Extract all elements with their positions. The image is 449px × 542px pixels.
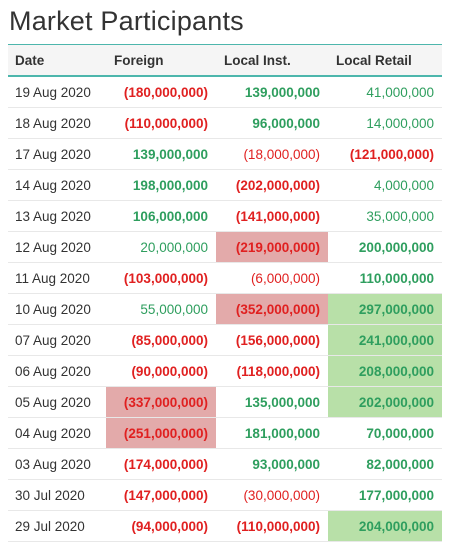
local-inst-cell: (110,000,000) [216, 510, 328, 542]
local-retail-cell: 297,000,000 [328, 293, 442, 325]
table-row: 17 Aug 2020 139,000,000 (18,000,000) (121,0… [8, 138, 442, 170]
column-header-local-inst[interactable]: Local Inst. [216, 44, 328, 77]
table-row: 07 Aug 2020 (85,000,000) (156,000,000) 241,… [8, 324, 442, 356]
local-inst-cell: (352,000,000) [216, 293, 328, 325]
local-retail-cell: 110,000,000 [328, 262, 442, 294]
foreign-cell: (103,000,000) [106, 262, 216, 294]
local-inst-cell: 139,000,000 [216, 76, 328, 108]
local-retail-cell: 202,000,000 [328, 386, 442, 418]
date-cell: 18 Aug 2020 [8, 107, 106, 139]
market-participants-table: Date Foreign Local Inst. Local Retail 19… [8, 44, 442, 542]
date-cell: 11 Aug 2020 [8, 262, 106, 294]
local-retail-cell: (121,000,000) [328, 138, 442, 170]
table-row: 10 Aug 2020 55,000,000 (352,000,000) 297,00… [8, 293, 442, 325]
table-row: 14 Aug 2020 198,000,000 (202,000,000) 4,000… [8, 169, 442, 201]
local-inst-cell: 181,000,000 [216, 417, 328, 449]
local-inst-cell: (18,000,000) [216, 138, 328, 170]
date-cell: 12 Aug 2020 [8, 231, 106, 263]
date-cell: 10 Aug 2020 [8, 293, 106, 325]
date-cell: 03 Aug 2020 [8, 448, 106, 480]
table-row: 11 Aug 2020 (103,000,000) (6,000,000) 110,0… [8, 262, 442, 294]
date-cell: 19 Aug 2020 [8, 76, 106, 108]
table-header-row: Date Foreign Local Inst. Local Retail [8, 44, 442, 77]
local-retail-cell: 200,000,000 [328, 231, 442, 263]
local-retail-cell: 70,000,000 [328, 417, 442, 449]
foreign-cell: 20,000,000 [106, 231, 216, 263]
foreign-cell: (110,000,000) [106, 107, 216, 139]
local-retail-cell: 177,000,000 [328, 479, 442, 511]
table-row: 12 Aug 2020 20,000,000 (219,000,000) 200,00… [8, 231, 442, 263]
local-inst-cell: (202,000,000) [216, 169, 328, 201]
local-retail-cell: 208,000,000 [328, 355, 442, 387]
date-cell: 14 Aug 2020 [8, 169, 106, 201]
date-cell: 17 Aug 2020 [8, 138, 106, 170]
table-row: 06 Aug 2020 (90,000,000) (118,000,000) 208,… [8, 355, 442, 387]
local-inst-cell: (30,000,000) [216, 479, 328, 511]
table-row: 29 Jul 2020 (94,000,000) (110,000,000) 204,… [8, 510, 442, 542]
table-row: 19 Aug 2020 (180,000,000) 139,000,000 41,00… [8, 76, 442, 108]
local-retail-cell: 41,000,000 [328, 76, 442, 108]
local-inst-cell: 96,000,000 [216, 107, 328, 139]
foreign-cell: (90,000,000) [106, 355, 216, 387]
column-header-local-retail[interactable]: Local Retail [328, 44, 442, 77]
local-retail-cell: 82,000,000 [328, 448, 442, 480]
local-inst-cell: (219,000,000) [216, 231, 328, 263]
local-inst-cell: 135,000,000 [216, 386, 328, 418]
date-cell: 13 Aug 2020 [8, 200, 106, 232]
foreign-cell: 106,000,000 [106, 200, 216, 232]
local-retail-cell: 14,000,000 [328, 107, 442, 139]
foreign-cell: (337,000,000) [106, 386, 216, 418]
date-cell: 29 Jul 2020 [8, 510, 106, 542]
table-row: 13 Aug 2020 106,000,000 (141,000,000) 35,00… [8, 200, 442, 232]
foreign-cell: (85,000,000) [106, 324, 216, 356]
date-cell: 06 Aug 2020 [8, 355, 106, 387]
local-retail-cell: 4,000,000 [328, 169, 442, 201]
local-inst-cell: 93,000,000 [216, 448, 328, 480]
table-row: 03 Aug 2020 (174,000,000) 93,000,000 82,000… [8, 448, 442, 480]
local-retail-cell: 35,000,000 [328, 200, 442, 232]
local-retail-cell: 241,000,000 [328, 324, 442, 356]
date-cell: 04 Aug 2020 [8, 417, 106, 449]
foreign-cell: (94,000,000) [106, 510, 216, 542]
local-inst-cell: (6,000,000) [216, 262, 328, 294]
local-inst-cell: (118,000,000) [216, 355, 328, 387]
table-row: 05 Aug 2020 (337,000,000) 135,000,000 202,0… [8, 386, 442, 418]
foreign-cell: (180,000,000) [106, 76, 216, 108]
date-cell: 30 Jul 2020 [8, 479, 106, 511]
column-header-date[interactable]: Date [8, 44, 106, 77]
date-cell: 05 Aug 2020 [8, 386, 106, 418]
table-row: 18 Aug 2020 (110,000,000) 96,000,000 14,000… [8, 107, 442, 139]
foreign-cell: (251,000,000) [106, 417, 216, 449]
foreign-cell: 55,000,000 [106, 293, 216, 325]
foreign-cell: 198,000,000 [106, 169, 216, 201]
table-row: 30 Jul 2020 (147,000,000) (30,000,000) 177,… [8, 479, 442, 511]
foreign-cell: (147,000,000) [106, 479, 216, 511]
table-row: 04 Aug 2020 (251,000,000) 181,000,000 70,00… [8, 417, 442, 449]
local-inst-cell: (156,000,000) [216, 324, 328, 356]
table-body: 19 Aug 2020 (180,000,000) 139,000,000 41,00… [8, 76, 442, 542]
local-inst-cell: (141,000,000) [216, 200, 328, 232]
column-header-foreign[interactable]: Foreign [106, 44, 216, 77]
foreign-cell: 139,000,000 [106, 138, 216, 170]
page-title: Market Participants [9, 6, 244, 36]
date-cell: 07 Aug 2020 [8, 324, 106, 356]
local-retail-cell: 204,000,000 [328, 510, 442, 542]
foreign-cell: (174,000,000) [106, 448, 216, 480]
